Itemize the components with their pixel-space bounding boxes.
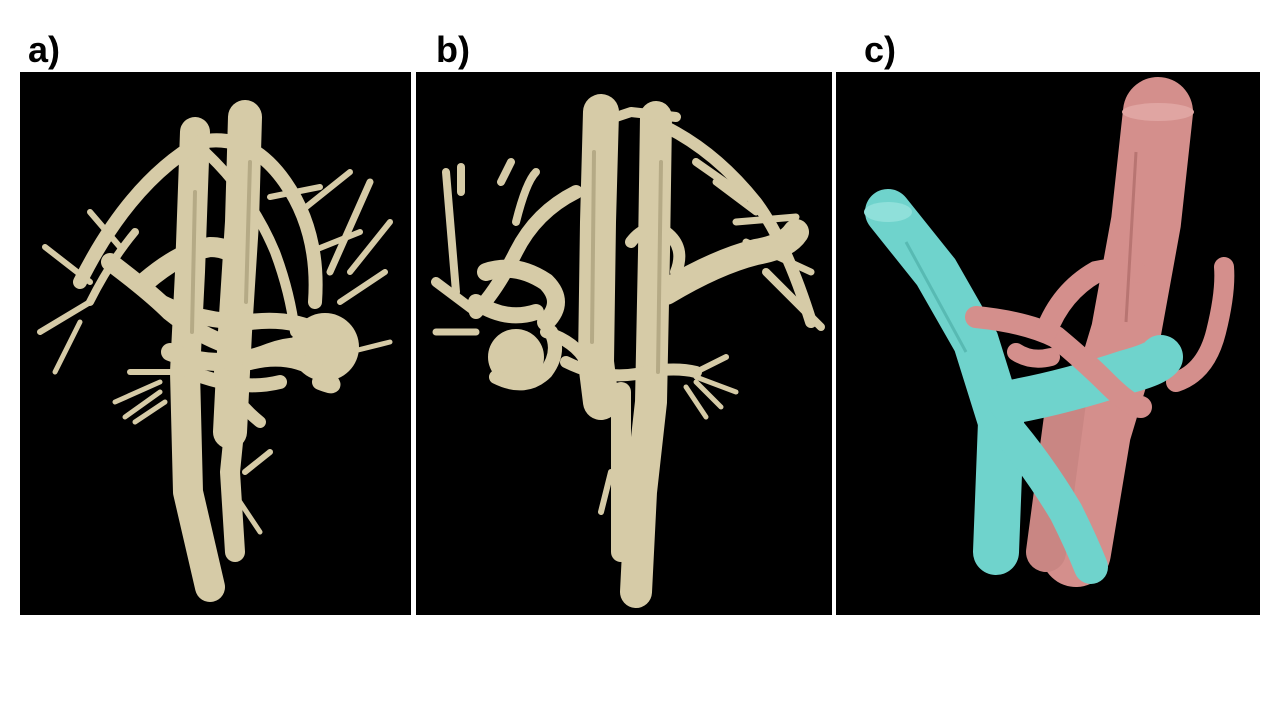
panel-c-vessel-render bbox=[836, 72, 1260, 615]
panel-c-svg bbox=[864, 77, 1235, 587]
panel-a-svg bbox=[37, 100, 393, 602]
artery-top-cap bbox=[1122, 103, 1194, 121]
panel-b-svg bbox=[431, 94, 825, 608]
panel-label-b: b) bbox=[436, 29, 470, 70]
panel-label-a: a) bbox=[28, 29, 61, 70]
panel-b-vessel-render bbox=[416, 72, 832, 615]
panel-a-vessel-render bbox=[20, 72, 411, 615]
vein-top-cap bbox=[864, 202, 912, 222]
panel-label-c: c) bbox=[864, 29, 897, 70]
